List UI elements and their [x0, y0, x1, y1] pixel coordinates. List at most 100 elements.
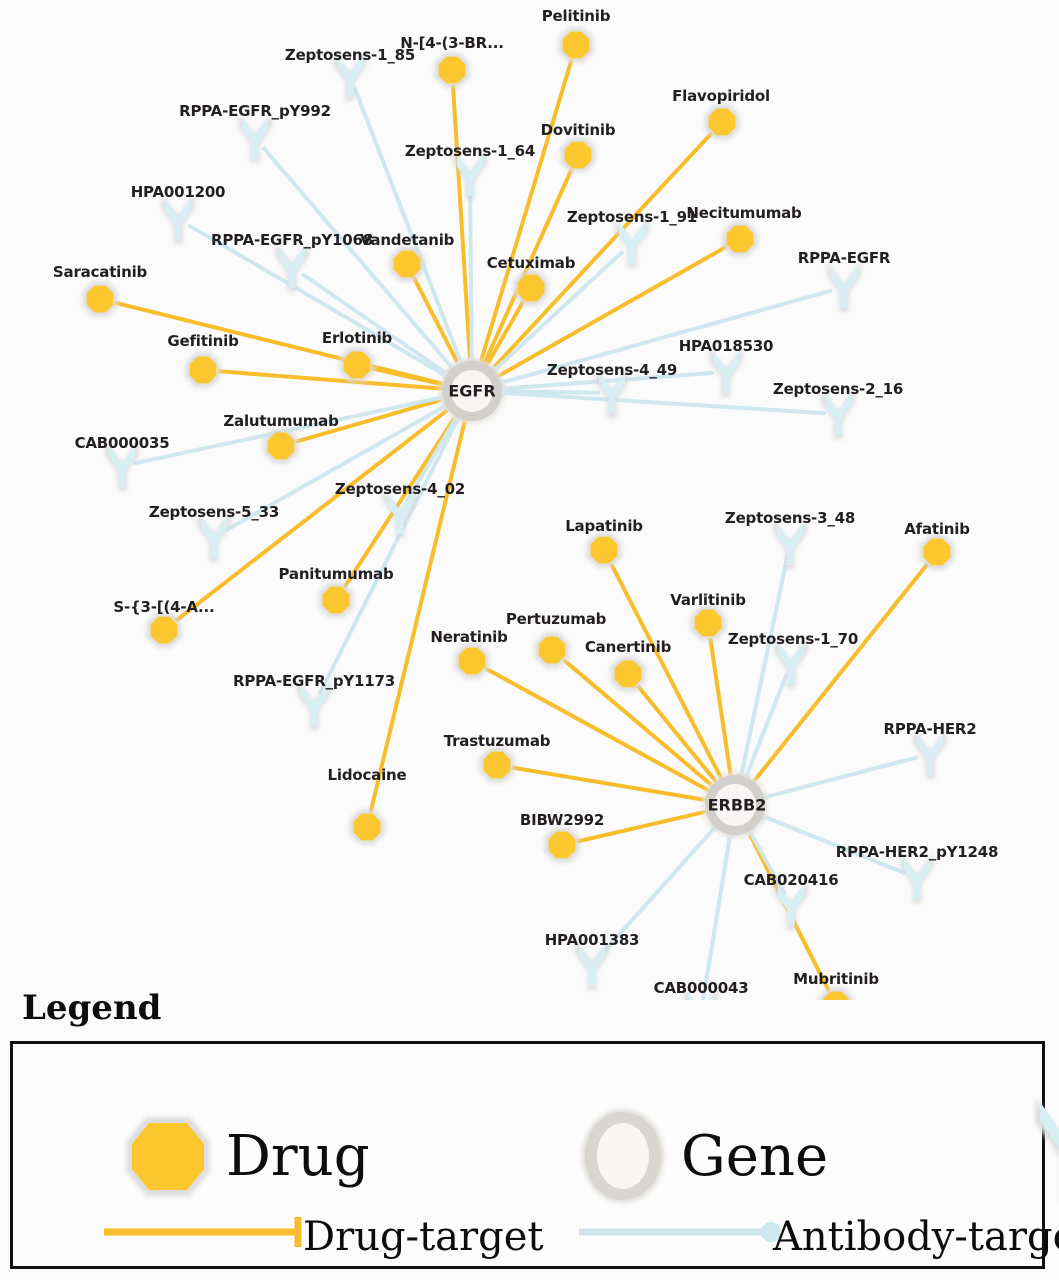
- drug-target-edge: [609, 562, 725, 782]
- drug-target-edge: [412, 276, 462, 368]
- antibody-node[interactable]: [387, 492, 413, 534]
- drug-node[interactable]: [822, 991, 850, 1000]
- drug-node[interactable]: [189, 356, 217, 384]
- gene-node-center: [451, 370, 493, 412]
- drug-target-edge: [635, 684, 720, 786]
- gene-legend-icon: [582, 1109, 664, 1203]
- antibody-node[interactable]: [713, 351, 739, 393]
- antibody-target-edge: [468, 186, 474, 366]
- antibody-label: Zeptosens-2_16: [772, 380, 904, 398]
- drug-node[interactable]: [708, 108, 736, 136]
- antibody-node[interactable]: [778, 642, 804, 684]
- antibody-target-edge: [760, 755, 919, 800]
- antibody-node[interactable]: [619, 222, 645, 264]
- drug-node[interactable]: [590, 536, 618, 564]
- legend: Legend Drug Gene Antibody Drug: [0, 988, 1059, 1280]
- drug-node[interactable]: [86, 285, 114, 313]
- edges-layer: [114, 58, 930, 1000]
- antibody-node[interactable]: [777, 523, 803, 565]
- drug-node[interactable]: [458, 647, 486, 675]
- drug-target-edge: [477, 58, 574, 366]
- drug-label: N-[4-(3-BR...: [400, 34, 504, 52]
- drug-node[interactable]: [517, 274, 545, 302]
- antibody-node[interactable]: [579, 944, 605, 986]
- drug-label: Mubritinib: [793, 970, 879, 988]
- antibody-node[interactable]: [279, 246, 305, 288]
- antibody-node[interactable]: [688, 992, 714, 1000]
- drug-label: Neratinib: [430, 628, 508, 646]
- drug-node[interactable]: [726, 225, 754, 253]
- antibody-label: HPA001383: [544, 931, 640, 949]
- drug-label: BIBW2992: [519, 811, 605, 829]
- drug-node[interactable]: [438, 56, 466, 84]
- antibody-target-edge: [497, 371, 715, 391]
- drug-node[interactable]: [483, 751, 511, 779]
- drug-target-edge: [217, 369, 446, 391]
- gene-label-egfr: EGFR: [448, 381, 496, 401]
- antibody-node[interactable]: [904, 857, 930, 899]
- drug-node[interactable]: [150, 616, 178, 644]
- drug-node[interactable]: [694, 609, 722, 637]
- antibody-node[interactable]: [917, 733, 943, 775]
- antibody-node[interactable]: [301, 684, 327, 726]
- drug-node[interactable]: [538, 636, 566, 664]
- antibody-target-legend-label: Antibody-target: [773, 1214, 1059, 1260]
- antibody-target-edge: [701, 830, 733, 1000]
- antibody-node[interactable]: [201, 516, 227, 558]
- drug-label: Trastuzumab: [443, 732, 551, 750]
- drug-node[interactable]: [322, 586, 350, 614]
- antibody-node[interactable]: [825, 393, 851, 435]
- drug-label: S-{3-[(4-A...: [113, 598, 215, 616]
- drug-node[interactable]: [548, 831, 576, 859]
- drug-node[interactable]: [923, 538, 951, 566]
- antibody-legend-icon: [1035, 1098, 1059, 1156]
- drug-node[interactable]: [267, 432, 295, 460]
- antibody-target-edge: [353, 87, 464, 367]
- drug-target-legend-icon: [104, 1217, 302, 1247]
- drug-target-edge: [368, 416, 468, 813]
- legend-title: Legend: [22, 988, 162, 1028]
- gene-node-center: [714, 784, 756, 826]
- drug-target-edge: [294, 396, 447, 444]
- drug-node[interactable]: [614, 660, 642, 688]
- antibody-node[interactable]: [778, 884, 804, 926]
- antibody-label: Zeptosens-3_48: [724, 509, 856, 527]
- antibody-target-edge: [490, 250, 624, 374]
- gene-legend-label: Gene: [681, 1124, 829, 1189]
- antibody-node[interactable]: [109, 445, 135, 487]
- drug-legend-icon: [126, 1117, 210, 1196]
- drug-label: Zalutumumab: [223, 412, 339, 430]
- antibody-target-edge: [301, 272, 451, 378]
- drug-label: Necitumumab: [686, 204, 802, 222]
- drug-node[interactable]: [343, 351, 371, 379]
- drug-label: Dovitinib: [540, 121, 616, 139]
- antibody-node[interactable]: [831, 266, 857, 308]
- drug-target-edge: [371, 366, 447, 387]
- antibody-node[interactable]: [165, 198, 191, 240]
- drug-label: Afatinib: [904, 520, 970, 538]
- drug-target-edge: [342, 412, 459, 589]
- drug-node[interactable]: [393, 250, 421, 278]
- drug-target-edge: [576, 809, 710, 844]
- drug-target-edge: [750, 562, 930, 786]
- antibody-node[interactable]: [242, 117, 268, 159]
- antibody-target-edge: [497, 389, 601, 395]
- antibody-node[interactable]: [337, 55, 363, 97]
- drug-node[interactable]: [564, 141, 592, 169]
- drug-target-edge: [450, 84, 473, 365]
- antibody-node[interactable]: [599, 372, 625, 414]
- antibody-node[interactable]: [457, 154, 483, 196]
- drug-target-edge: [174, 405, 452, 623]
- antibody-target-edge: [758, 813, 907, 875]
- antibody-label: CAB020416: [743, 871, 839, 889]
- drug-node[interactable]: [353, 813, 381, 841]
- drug-node[interactable]: [562, 31, 590, 59]
- antibody-target-edge: [224, 402, 450, 533]
- antibody-target-edge: [599, 823, 719, 957]
- drug-label: Varlitinib: [670, 591, 746, 609]
- drug-label: Cetuximab: [486, 254, 576, 272]
- drug-target-edge: [511, 765, 709, 803]
- antibody-target-edge: [133, 394, 447, 466]
- drug-target-edge: [484, 666, 713, 794]
